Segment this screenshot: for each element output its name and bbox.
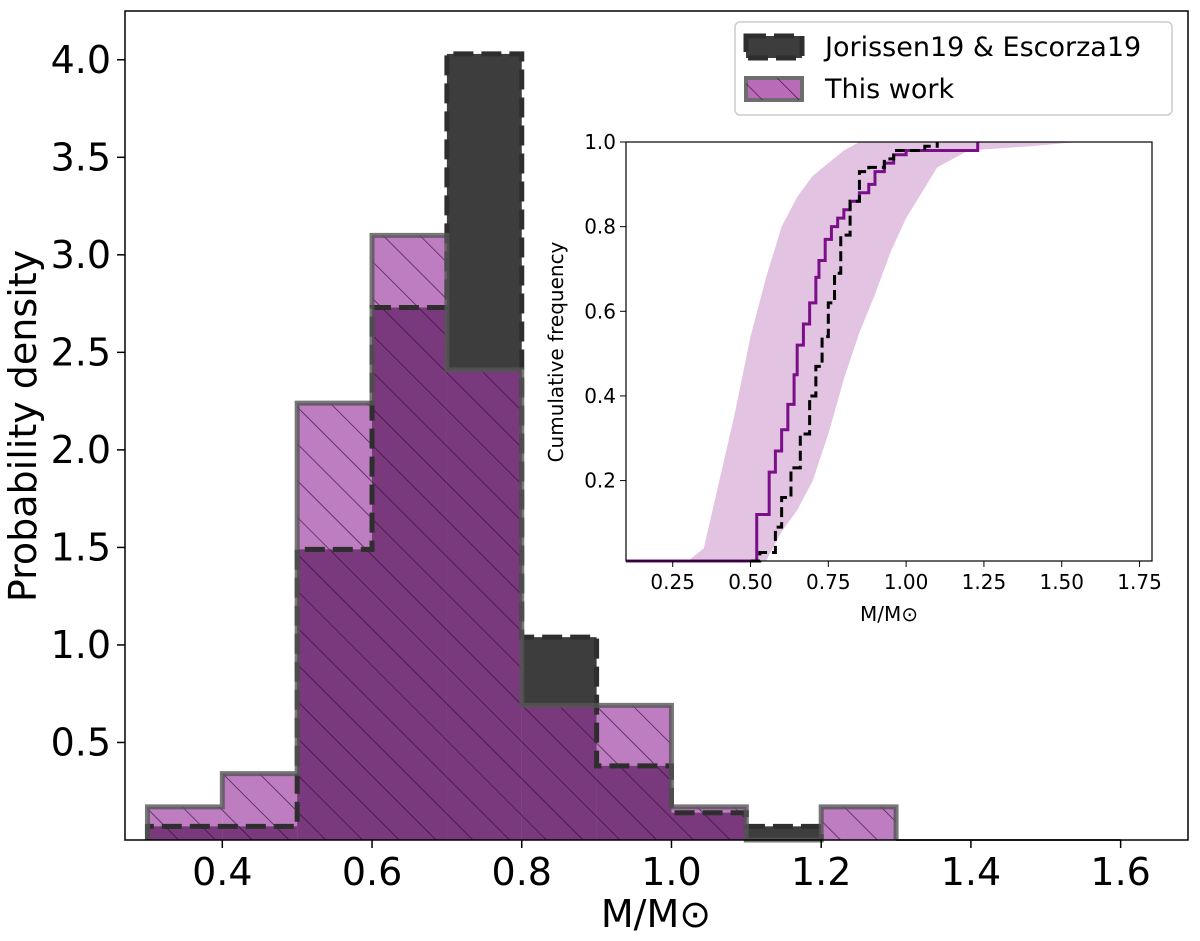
main-y-tick-label: 1.5 xyxy=(51,525,111,569)
inset-x-tick-label: 0.25 xyxy=(650,570,695,594)
inset-y-tick-label: 1.0 xyxy=(584,130,616,154)
main-y-axis: 0.5 1.0 1.5 2.0 2.5 3.0 3.5 4.0 xyxy=(51,38,125,764)
main-x-tick-label: 1.6 xyxy=(1090,850,1150,894)
main-x-tick-label: 1.0 xyxy=(641,850,701,894)
this-work-bar-hatch xyxy=(596,705,672,840)
main-y-axis-label: Probability density xyxy=(1,250,45,602)
main-plot-frame xyxy=(124,10,1189,841)
main-y-tick-label: 3.5 xyxy=(51,135,111,179)
inset-x-tick-label: 1.50 xyxy=(1039,570,1084,594)
main-y-tick-label: 2.5 xyxy=(51,330,111,374)
this-work-bar-hatch xyxy=(147,806,223,840)
inset-y-tick-label: 0.4 xyxy=(584,384,616,408)
main-y-tick-label: 0.5 xyxy=(51,720,111,764)
legend-swatch-reference xyxy=(743,33,805,61)
this-work-hatch xyxy=(147,235,897,841)
inset-x-tick-label: 0.75 xyxy=(806,570,851,594)
main-x-tick-label: 0.6 xyxy=(342,850,402,894)
main-x-axis-label: M/M⊙ xyxy=(601,892,711,936)
legend-label-this-work: This work xyxy=(824,74,954,105)
inset-uncertainty-band xyxy=(626,142,1109,561)
legend: Jorissen19 & Escorza19 This work xyxy=(734,21,1173,116)
this-work-bar-hatch xyxy=(446,369,522,840)
this-work-bar-hatch xyxy=(297,403,373,840)
this-work-bar-hatch xyxy=(222,773,298,840)
main-x-axis: 0.4 0.6 0.8 1.0 1.2 1.4 1.6 xyxy=(192,840,1151,894)
inset-y-axis-label: Cumulative frequency xyxy=(544,241,568,462)
inset-y-axis: 0.2 0.4 0.6 0.8 1.0 xyxy=(584,130,626,493)
inset-plot-frame xyxy=(625,141,1153,562)
this-work-bar-hatch xyxy=(821,806,897,840)
main-y-tick-label: 1.0 xyxy=(51,623,111,667)
inset-x-tick-label: 1.25 xyxy=(962,570,1007,594)
main-x-tick-label: 0.8 xyxy=(492,850,552,894)
this-work-bar-hatch xyxy=(521,705,597,840)
this-work-bar-hatch xyxy=(372,235,447,841)
main-y-tick-label: 4.0 xyxy=(51,38,111,82)
inset-y-tick-label: 0.2 xyxy=(584,469,616,493)
legend-swatch-this-work-hatch xyxy=(746,78,802,100)
main-y-tick-label: 3.0 xyxy=(51,233,111,277)
inset-x-tick-label: 1.75 xyxy=(1117,570,1162,594)
inset-x-axis-label: M/M⊙ xyxy=(860,602,918,626)
legend-frame xyxy=(734,21,1173,116)
main-x-tick-label: 1.2 xyxy=(791,850,851,894)
inset-x-tick-label: 1.00 xyxy=(884,570,929,594)
main-y-tick-label: 2.0 xyxy=(51,428,111,472)
inset-reference-line xyxy=(750,142,939,563)
reference-bar xyxy=(746,826,822,840)
inset-y-tick-label: 0.8 xyxy=(584,215,616,239)
legend-label-reference: Jorissen19 & Escorza19 xyxy=(823,32,1141,63)
inset-y-tick-label: 0.6 xyxy=(584,299,616,323)
main-x-tick-label: 0.4 xyxy=(192,850,252,894)
main-x-tick-label: 1.4 xyxy=(941,850,1001,894)
inset-x-axis: 0.25 0.50 0.75 1.00 1.25 1.50 1.75 xyxy=(650,561,1162,594)
inset-x-tick-label: 0.50 xyxy=(728,570,773,594)
